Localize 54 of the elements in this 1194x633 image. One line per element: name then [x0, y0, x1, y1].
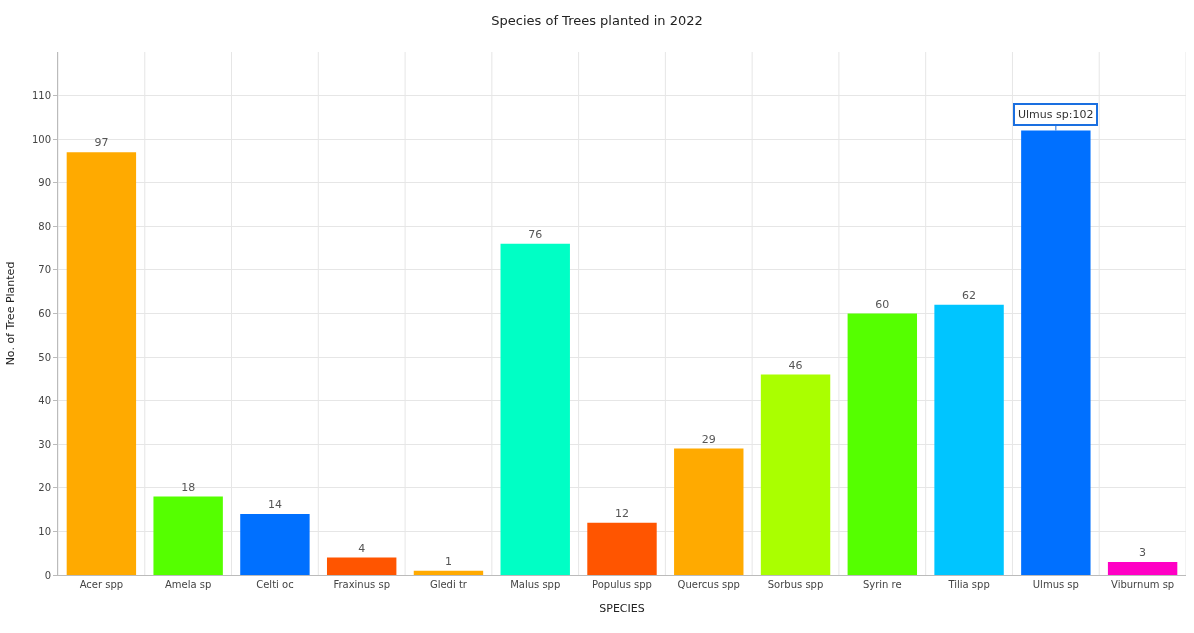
data-label: 46	[788, 358, 803, 372]
y-tick-label: 30	[38, 438, 51, 450]
x-tick-label: Populus spp	[592, 579, 652, 590]
x-tick-label: Ulmus sp	[1032, 579, 1079, 590]
data-label: 12	[615, 506, 629, 520]
y-tick-label: 70	[38, 264, 51, 276]
x-tick-label: Amela sp	[164, 579, 212, 590]
data-label: 60	[875, 297, 890, 311]
x-tick-label: Acer spp	[79, 579, 124, 590]
x-tick-label: Fraxinus sp	[333, 579, 390, 590]
y-axis-title: No. of Tree Planted	[3, 261, 17, 366]
x-tick-label: Gledi tr	[429, 579, 468, 590]
y-tick-label: 40	[38, 395, 51, 407]
data-label: 18	[181, 480, 196, 494]
annotation: Ulmus sp:102	[1018, 108, 1094, 121]
bar	[674, 448, 744, 575]
x-tick-label: Malus spp	[510, 579, 561, 590]
x-axis-title: SPECIES	[599, 602, 645, 616]
x-tick-label: Quercus spp	[677, 579, 740, 590]
bar	[1107, 561, 1178, 575]
data-label: 1	[444, 554, 452, 568]
bar	[153, 496, 223, 575]
bar	[326, 557, 397, 575]
data-label: 3	[1139, 545, 1147, 559]
bar	[413, 570, 484, 575]
x-tick-label: Celti oc	[256, 579, 294, 590]
x-tick-label: Syrin re	[862, 579, 902, 590]
data-label: 29	[701, 432, 716, 446]
y-tick-label: 80	[38, 220, 51, 232]
bar	[66, 152, 137, 575]
bar	[934, 304, 1004, 575]
data-label: 76	[528, 227, 543, 241]
y-tick-label: 10	[38, 525, 51, 537]
x-tick-label: Viburnum sp	[1111, 579, 1175, 590]
bar	[1021, 130, 1091, 575]
x-tick-label: Tilia spp	[947, 579, 990, 590]
bar	[847, 313, 918, 575]
y-tick-label: 20	[38, 482, 51, 494]
data-label: 4	[358, 541, 366, 555]
y-tick-label: 100	[31, 133, 51, 145]
x-tick-label: Sorbus spp	[767, 579, 824, 590]
chart-title: Species of Trees planted in 2022	[491, 12, 703, 28]
y-tick-label: 110	[31, 90, 51, 102]
data-label: 62	[962, 288, 977, 302]
y-tick-label: 60	[38, 308, 51, 319]
bar	[760, 374, 831, 575]
y-tick-label: 90	[38, 177, 51, 189]
data-label: 97	[94, 136, 109, 150]
y-tick-label: 0	[44, 569, 51, 581]
bar	[587, 522, 657, 575]
data-label: 14	[267, 497, 282, 511]
bar	[500, 243, 570, 575]
y-tick-label: 50	[38, 351, 51, 363]
bar	[240, 513, 310, 575]
